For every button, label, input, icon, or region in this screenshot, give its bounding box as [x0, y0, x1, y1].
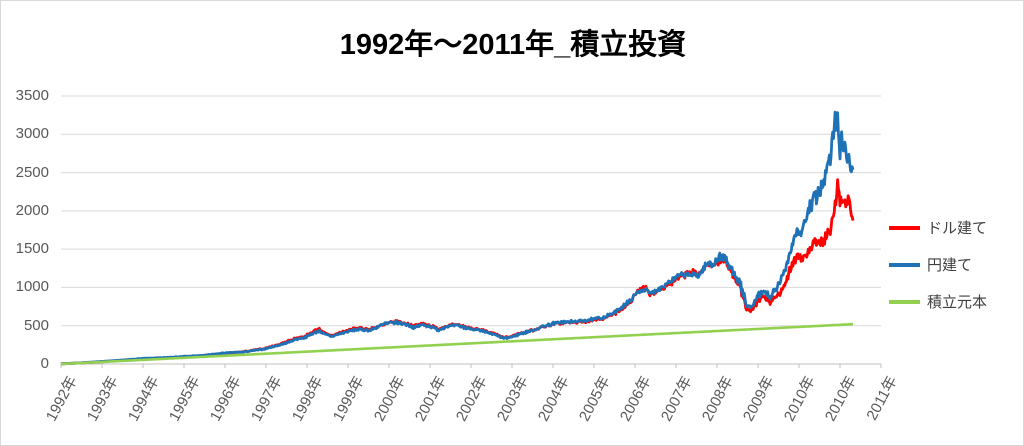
legend-label-yen: 円建て	[927, 257, 973, 274]
legend-label-principal: 積立元本	[927, 294, 988, 311]
legend: ドル建て 円建て 積立元本	[889, 209, 987, 320]
green-line-swatch-icon	[889, 299, 920, 304]
y-tick-label: 500	[23, 316, 49, 334]
y-tick-label: 2500	[15, 163, 49, 181]
legend-label-dollar: ドル建て	[927, 220, 988, 237]
legend-item-principal: 積立元本	[889, 283, 987, 320]
blue-line-swatch-icon	[889, 262, 920, 267]
yen-line	[60, 110, 855, 366]
y-tick-label: 0	[40, 355, 49, 372]
legend-item-dollar: ドル建て	[889, 209, 987, 246]
principal-line	[60, 322, 854, 366]
chart-title: 1992年～2011年_積立投資	[339, 29, 687, 61]
y-tick-label: 1000	[15, 278, 49, 296]
legend-item-yen: 円建て	[889, 246, 987, 283]
y-tick-label: 2000	[15, 201, 49, 219]
y-tick-label: 3500	[15, 87, 49, 104]
red-line-swatch-icon	[889, 225, 920, 230]
y-tick-label: 3000	[15, 125, 49, 143]
y-tick-label: 1500	[15, 240, 49, 258]
